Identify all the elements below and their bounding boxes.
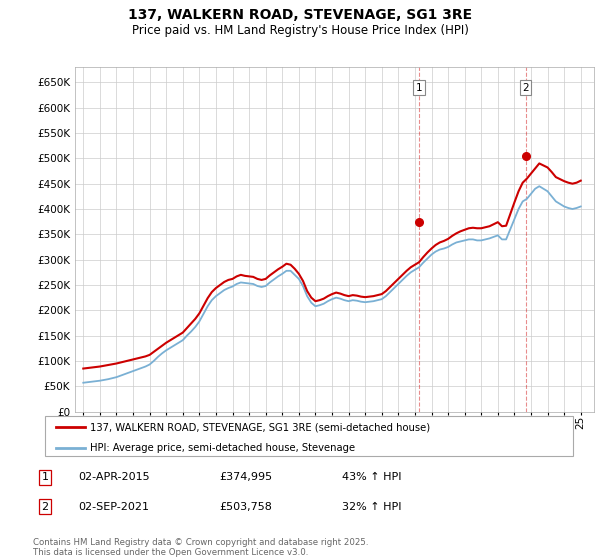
Text: 2: 2 bbox=[522, 83, 529, 93]
Text: 137, WALKERN ROAD, STEVENAGE, SG1 3RE: 137, WALKERN ROAD, STEVENAGE, SG1 3RE bbox=[128, 8, 472, 22]
Text: 137, WALKERN ROAD, STEVENAGE, SG1 3RE (semi-detached house): 137, WALKERN ROAD, STEVENAGE, SG1 3RE (s… bbox=[90, 422, 430, 432]
Text: Price paid vs. HM Land Registry's House Price Index (HPI): Price paid vs. HM Land Registry's House … bbox=[131, 24, 469, 36]
Text: Contains HM Land Registry data © Crown copyright and database right 2025.
This d: Contains HM Land Registry data © Crown c… bbox=[33, 538, 368, 557]
Text: 2: 2 bbox=[41, 502, 49, 512]
Text: HPI: Average price, semi-detached house, Stevenage: HPI: Average price, semi-detached house,… bbox=[90, 442, 355, 452]
Text: 1: 1 bbox=[41, 472, 49, 482]
Text: 32% ↑ HPI: 32% ↑ HPI bbox=[342, 502, 401, 512]
Text: 1: 1 bbox=[416, 83, 422, 93]
Text: 02-SEP-2021: 02-SEP-2021 bbox=[78, 502, 149, 512]
Text: 02-APR-2015: 02-APR-2015 bbox=[78, 472, 149, 482]
Text: 43% ↑ HPI: 43% ↑ HPI bbox=[342, 472, 401, 482]
Text: £374,995: £374,995 bbox=[219, 472, 272, 482]
Text: £503,758: £503,758 bbox=[219, 502, 272, 512]
